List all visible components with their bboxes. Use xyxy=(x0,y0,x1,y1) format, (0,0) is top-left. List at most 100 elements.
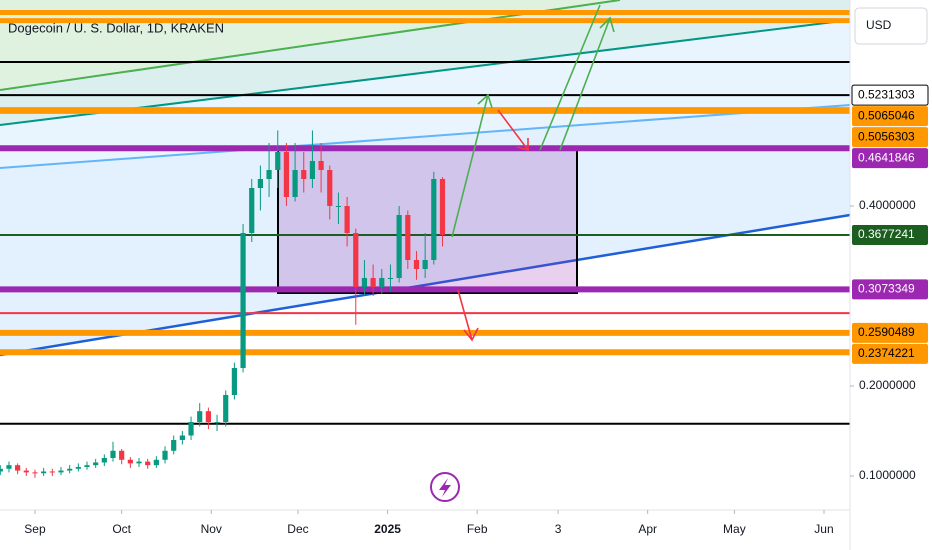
candle-body xyxy=(283,152,290,197)
candle-body xyxy=(41,471,47,474)
candle-body xyxy=(413,259,420,269)
x-tick-label: 3 xyxy=(555,522,562,536)
currency-button[interactable] xyxy=(854,7,928,45)
candle-body xyxy=(431,178,437,260)
drawings xyxy=(0,0,851,357)
x-tick-label: Feb xyxy=(467,522,488,536)
candle-body xyxy=(58,470,64,473)
x-tick-label: Jun xyxy=(814,522,833,536)
arrows xyxy=(451,4,615,342)
candle-body xyxy=(119,450,125,460)
arrow-head xyxy=(463,327,479,342)
price-label: 0.2374221 xyxy=(858,346,915,360)
price-label-bg xyxy=(852,322,928,343)
candle-body xyxy=(240,232,246,368)
candle-body xyxy=(361,277,368,287)
candle-body xyxy=(162,450,168,460)
x-tick-label: Apr xyxy=(638,522,657,536)
x-tick-label: May xyxy=(723,522,746,536)
candle-body xyxy=(335,205,342,207)
price-label-bg xyxy=(852,279,928,300)
candle-body xyxy=(75,466,81,469)
x-tick-label: Sep xyxy=(24,522,46,536)
candle-body xyxy=(223,394,229,422)
candle-body xyxy=(6,465,12,469)
price-label-bg xyxy=(852,127,928,148)
arrow xyxy=(559,17,611,151)
price-label: 0.5231303 xyxy=(858,87,915,101)
candle-body xyxy=(231,367,237,395)
price-label: 0.3073349 xyxy=(858,282,915,296)
arrow xyxy=(451,94,489,238)
price-label: 0.5056303 xyxy=(858,129,915,143)
candle-body xyxy=(23,470,29,473)
candle-body xyxy=(145,461,151,466)
price-label-bg xyxy=(852,343,928,364)
logo-ring xyxy=(430,472,460,502)
candle-body xyxy=(353,232,359,287)
x-tick-label: Nov xyxy=(201,522,222,536)
candle-body xyxy=(84,465,90,467)
candle-body xyxy=(257,178,264,188)
candle-body xyxy=(205,411,211,422)
candle-body xyxy=(101,457,107,463)
candle-body xyxy=(15,465,21,471)
price-label: 0.3677241 xyxy=(858,227,915,241)
chart-title: Dogecoin / U. S. Dollar, 1D, KRAKEN xyxy=(8,20,224,35)
price-label-bg xyxy=(852,225,928,246)
arrow xyxy=(457,289,473,341)
candle-body xyxy=(188,421,194,436)
logo xyxy=(430,472,460,502)
candle-body xyxy=(197,411,203,422)
price-label: 0.4641846 xyxy=(858,150,915,164)
price-label-bg xyxy=(852,106,928,127)
candle-body xyxy=(301,170,307,179)
y-tick-label: 0.2000000 xyxy=(859,378,916,392)
candle-body xyxy=(67,468,73,471)
candle-body xyxy=(379,277,385,287)
candle-body xyxy=(344,205,350,233)
x-tick-label: Dec xyxy=(287,522,308,536)
x-tick-label: Oct xyxy=(112,522,131,536)
arrow-head xyxy=(477,93,493,109)
price-label: 0.2590489 xyxy=(858,325,915,339)
upper-channel xyxy=(0,20,850,168)
candle-body xyxy=(49,471,55,473)
arrow xyxy=(497,109,529,151)
price-labels: 0.5231303 0.5065046 0.5056303 0.4641846 0.36… xyxy=(851,84,929,364)
candle-body xyxy=(318,161,324,170)
candle-body xyxy=(32,472,38,474)
arrow-head xyxy=(599,16,615,33)
y-tick-label: 0.4000000 xyxy=(859,198,916,212)
candles xyxy=(0,130,446,478)
candle-body xyxy=(370,277,376,287)
candle-body xyxy=(171,439,177,451)
candle-body xyxy=(153,459,159,466)
arrow xyxy=(539,4,601,151)
trend-line xyxy=(0,104,851,169)
candle-body xyxy=(249,187,255,233)
channel xyxy=(0,105,850,355)
candle-body xyxy=(405,214,411,260)
arrow-head xyxy=(516,138,529,152)
price-label-bg xyxy=(852,148,928,169)
candle-body xyxy=(214,421,220,423)
candle-body xyxy=(110,450,116,458)
candle-body xyxy=(396,214,402,278)
candle-body xyxy=(422,259,428,269)
price-label-bg xyxy=(851,84,929,106)
candle-body xyxy=(439,178,446,235)
candle-body xyxy=(327,170,333,206)
candle-body xyxy=(266,170,272,179)
currency[interactable]: USD xyxy=(866,18,892,32)
candle-body xyxy=(93,462,99,466)
candle-body xyxy=(275,152,281,170)
x-tick-label: 2025 xyxy=(374,522,401,536)
candle-body xyxy=(127,459,133,464)
candle-body xyxy=(0,468,3,472)
candle-body xyxy=(387,277,394,279)
price-label: 0.5065046 xyxy=(858,108,915,122)
y-tick-label: 0.1000000 xyxy=(859,468,916,482)
logo-bolt xyxy=(439,478,451,497)
